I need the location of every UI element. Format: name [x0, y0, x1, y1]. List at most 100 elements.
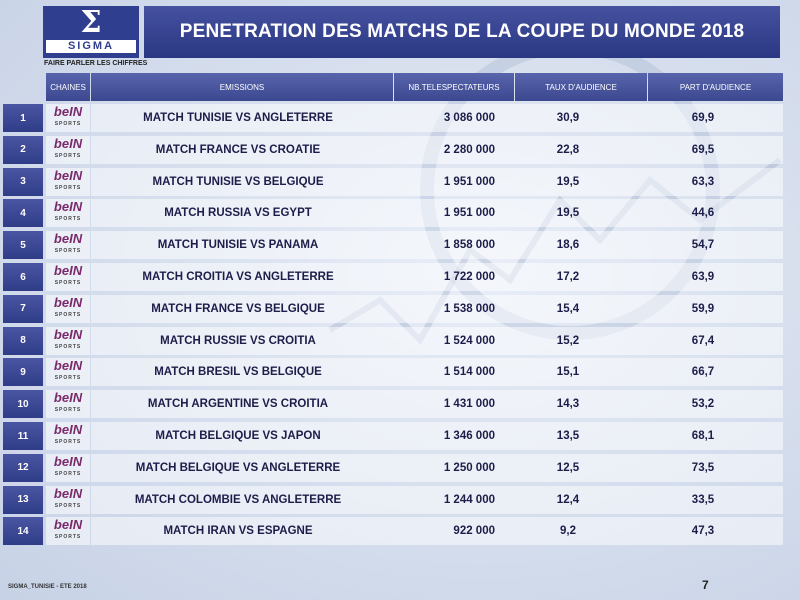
sigma-logo-text: SIGMA: [46, 40, 136, 53]
channel-cell: beIN SPORTS: [46, 135, 90, 164]
channel-sub: SPORTS: [54, 311, 82, 318]
channel-sub: SPORTS: [54, 280, 82, 286]
audience-share-cell: 69,5: [691, 143, 715, 156]
row-background: [91, 167, 783, 196]
emission-cell: MATCH RUSSIE VS CROITIA: [160, 334, 316, 347]
channel-sub: SPORTS: [54, 534, 82, 541]
rank-cell: 8: [3, 326, 43, 355]
rank-cell: 7: [3, 294, 43, 323]
viewers-cell: 1 858 000: [443, 239, 495, 252]
bein-sports-logo: beIN SPORTS: [53, 294, 83, 321]
audience-rate-cell: 15,4: [556, 302, 580, 315]
table-row: 11 beIN SPORTS MATCH BELGIQUE VS JAPON 1 346…: [3, 422, 783, 450]
row-background: [91, 517, 783, 546]
audience-rate-cell: 18,6: [556, 239, 580, 252]
viewers-cell: 1 722 000: [443, 271, 495, 283]
channel-cell: beIN SPORTS: [46, 453, 90, 482]
row-background: [91, 263, 783, 291]
table-row: 4 beIN SPORTS MATCH RUSSIA VS EGYPT 1 951 00…: [3, 199, 783, 228]
header-chaines: CHAINES: [46, 73, 90, 101]
viewers-cell: 3 086 000: [443, 112, 495, 124]
bein-sports-logo: beIN SPORTS: [54, 328, 82, 353]
emission-cell: MATCH TUNISIE VS ANGLETERRE: [143, 112, 333, 124]
bein-sports-logo: beIN SPORTS: [54, 455, 82, 480]
table-row: 9 beIN SPORTS MATCH BRESIL VS BELGIQUE 1 514…: [3, 358, 783, 387]
audience-rate-cell: 19,5: [556, 207, 580, 220]
viewers-cell: 1 346 000: [443, 430, 495, 442]
viewers-cell: 2 280 000: [443, 143, 495, 156]
channel-cell: beIN SPORTS: [46, 422, 90, 450]
row-background: [91, 390, 783, 419]
rank-cell: 11: [3, 422, 43, 450]
bein-sports-logo: beIN SPORTS: [53, 485, 83, 512]
channel-sub: SPORTS: [54, 375, 82, 382]
channel-cell: beIN SPORTS: [46, 485, 90, 514]
audience-share-cell: 69,9: [691, 112, 715, 124]
channel-name: beIN: [53, 485, 83, 501]
emission-cell: MATCH BELGIQUE VS JAPON: [155, 430, 321, 442]
channel-cell: beIN SPORTS: [46, 517, 90, 546]
footer-text: SIGMA_TUNISIE - ETE 2018: [8, 584, 87, 590]
emission-cell: MATCH RUSSIA VS EGYPT: [164, 207, 312, 220]
table-row: 1 beIN SPORTS MATCH TUNISIE VS ANGLETERRE 3 …: [3, 104, 783, 132]
audience-share-cell: 53,2: [691, 398, 715, 411]
channel-sub: SPORTS: [54, 121, 82, 127]
audience-rate-cell: 15,1: [556, 366, 580, 379]
channel-name: beIN: [53, 167, 83, 183]
channel-name: beIN: [53, 294, 83, 310]
channel-name: beIN: [53, 390, 83, 406]
audience-rate-cell: 17,2: [556, 271, 580, 283]
emission-cell: MATCH FRANCE VS BELGIQUE: [151, 302, 325, 315]
row-background: [91, 485, 783, 514]
emission-cell: MATCH FRANCE VS CROATIE: [155, 143, 321, 156]
viewers-cell: 1 524 000: [443, 334, 495, 347]
rank-cell: 12: [3, 453, 43, 482]
channel-sub: SPORTS: [54, 470, 82, 477]
channel-sub: SPORTS: [54, 407, 82, 414]
audience-share-cell: 44,6: [691, 207, 715, 220]
audience-rate-cell: 14,3: [556, 398, 580, 411]
row-background: [91, 358, 783, 387]
rank-cell: 1: [3, 104, 43, 132]
channel-cell: beIN SPORTS: [46, 263, 90, 291]
rank-cell: 6: [3, 263, 43, 291]
audience-share-cell: 63,9: [691, 271, 715, 283]
bein-sports-logo: beIN SPORTS: [54, 518, 82, 543]
table-row: 2 beIN SPORTS MATCH FRANCE VS CROATIE 2 280 …: [3, 135, 783, 164]
row-background: [91, 294, 783, 323]
channel-sub: SPORTS: [54, 216, 82, 223]
channel-name: beIN: [53, 135, 83, 151]
table-row: 14 beIN SPORTS MATCH IRAN VS ESPAGNE 922 000…: [3, 517, 783, 546]
emission-cell: MATCH BELGIQUE VS ANGLETERRE: [135, 461, 341, 474]
channel-cell: beIN SPORTS: [46, 199, 90, 228]
channel-name: beIN: [53, 263, 83, 278]
audience-share-cell: 66,7: [691, 366, 715, 379]
audience-share-cell: 33,5: [691, 493, 715, 506]
bein-sports-logo: beIN SPORTS: [53, 263, 83, 289]
audience-share-cell: 63,3: [691, 175, 715, 188]
rank-cell: 13: [3, 485, 43, 514]
table-row: 7 beIN SPORTS MATCH FRANCE VS BELGIQUE 1 538…: [3, 294, 783, 323]
sigma-logo: Σ SIGMA: [43, 6, 139, 58]
bein-sports-logo: beIN SPORTS: [53, 422, 83, 448]
audience-share-cell: 73,5: [691, 461, 715, 474]
channel-cell: beIN SPORTS: [46, 390, 90, 419]
emission-cell: MATCH IRAN VS ESPAGNE: [163, 525, 313, 538]
channel-name: beIN: [53, 422, 83, 437]
row-background: [91, 199, 783, 228]
bein-sports-logo: beIN SPORTS: [54, 359, 82, 384]
channel-sub: SPORTS: [54, 152, 82, 159]
channel-cell: beIN SPORTS: [46, 294, 90, 323]
table-row: 3 beIN SPORTS MATCH TUNISIE VS BELGIQUE 1 95…: [3, 167, 783, 196]
row-background: [91, 104, 783, 132]
channel-cell: beIN SPORTS: [46, 104, 90, 132]
rank-cell: 14: [3, 517, 43, 546]
channel-cell: beIN SPORTS: [46, 167, 90, 196]
header-part-audience: PART D'AUDIENCE: [648, 73, 783, 101]
audience-share-cell: 47,3: [691, 525, 715, 538]
table-row: 12 beIN SPORTS MATCH BELGIQUE VS ANGLETERRE…: [3, 453, 783, 482]
emission-cell: MATCH CROITIA VS ANGLETERRE: [142, 271, 334, 283]
emission-cell: MATCH ARGENTINE VS CROITIA: [147, 398, 329, 411]
audience-rate-cell: 15,2: [556, 334, 580, 347]
viewers-cell: 1 250 000: [443, 461, 495, 474]
